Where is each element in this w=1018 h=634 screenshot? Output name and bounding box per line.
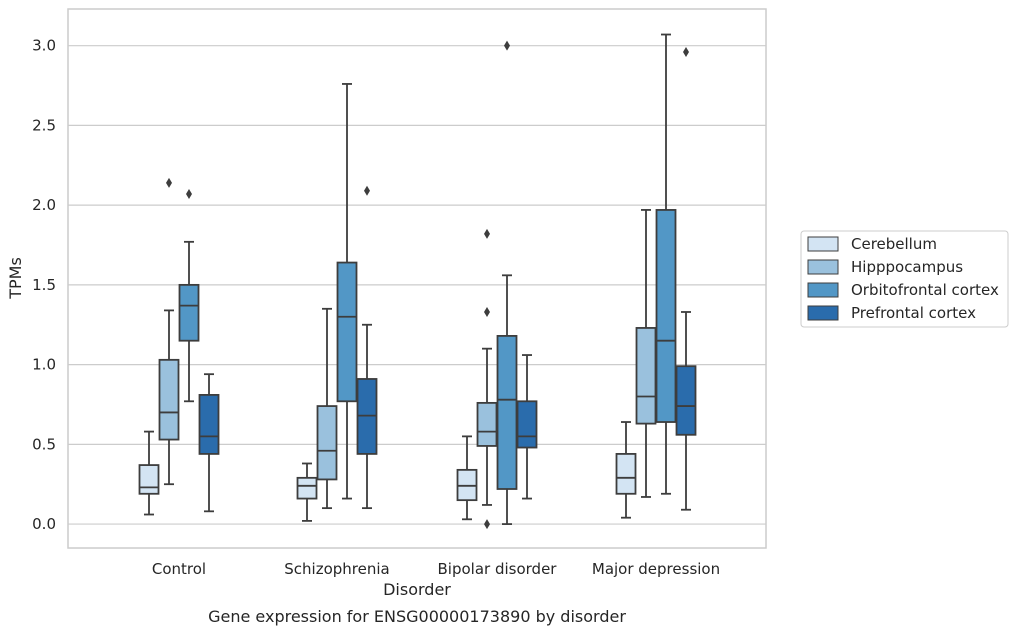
series-cerebellum <box>138 421 637 522</box>
legend-box <box>800 230 1009 328</box>
box-group <box>198 373 220 513</box>
iqr-box <box>296 476 318 500</box>
y-tick-label: 1.5 <box>32 276 56 294</box>
legend-label: Orbitofrontal cortex <box>851 281 999 299</box>
outlier-point <box>504 40 510 51</box>
outlier-point <box>364 185 370 196</box>
box-group <box>356 185 378 510</box>
iqr-box <box>138 464 160 495</box>
iqr-box <box>316 405 338 481</box>
iqr-box <box>615 453 637 495</box>
box-group <box>138 430 160 516</box>
legend-swatch <box>807 282 839 298</box>
legend-entry: Hipppocampus <box>807 258 963 276</box>
legend-entry: Cerebellum <box>807 235 937 253</box>
box-group <box>316 307 338 510</box>
outlier-point <box>166 177 172 188</box>
iqr-box <box>655 209 677 423</box>
legend-entry: Prefrontal cortex <box>807 304 976 322</box>
legend-label: Prefrontal cortex <box>851 304 976 322</box>
x-tick-label: Bipolar disorder <box>438 560 558 578</box>
iqr-box <box>476 401 498 447</box>
box-group <box>675 47 697 511</box>
box-series <box>138 33 697 530</box>
x-tick-label: Major depression <box>592 560 720 578</box>
x-axis-label: Disorder <box>383 580 451 599</box>
y-tick-label: 2.5 <box>32 116 56 134</box>
outlier-point <box>683 47 689 58</box>
iqr-box <box>336 261 358 403</box>
y-tick-labels: 0.0 0.5 1.0 1.5 2.0 2.5 3.0 <box>32 37 56 533</box>
plot-frame <box>67 8 767 549</box>
outlier-point <box>484 519 490 530</box>
y-tick-label: 2.0 <box>32 196 56 214</box>
series-prefrontal-cortex <box>198 47 697 513</box>
chart-caption: Gene expression for ENSG00000173890 by d… <box>208 607 626 626</box>
box-group <box>296 462 318 522</box>
box-group <box>158 177 180 486</box>
legend: Cerebellum Hipppocampus Orbitofrontal cort… <box>800 230 1009 328</box>
box-group <box>496 40 518 525</box>
iqr-box <box>158 358 180 441</box>
legend-label: Cerebellum <box>851 235 937 253</box>
iqr-box <box>675 365 697 436</box>
iqr-box <box>496 335 518 490</box>
y-tick-label: 1.0 <box>32 356 56 374</box>
y-axis-label: TPMs <box>6 257 25 300</box>
x-tick-labels: Control Schizophrenia Bipolar disorder Majo… <box>152 560 720 578</box>
box-group <box>456 435 478 521</box>
outlier-point <box>484 228 490 239</box>
legend-label: Hipppocampus <box>851 258 963 276</box>
iqr-box <box>635 327 657 425</box>
iqr-box <box>178 283 200 342</box>
series-hipppocampus <box>158 177 657 530</box>
y-tick-label: 0.5 <box>32 435 56 453</box>
series-orbitofrontal-cortex <box>178 33 677 525</box>
box-group <box>615 421 637 519</box>
box-group <box>655 33 677 495</box>
x-tick-label: Control <box>152 560 206 578</box>
legend-swatch <box>807 259 839 275</box>
legend-swatch <box>807 305 839 321</box>
outlier-point <box>484 306 490 317</box>
box-group <box>635 209 657 498</box>
y-tick-label: 0.0 <box>32 515 56 533</box>
iqr-box <box>198 394 220 455</box>
iqr-box <box>516 400 538 449</box>
outlier-point <box>186 188 192 199</box>
box-group <box>178 188 200 403</box>
box-group <box>516 354 538 500</box>
box-group <box>476 228 498 530</box>
x-tick-label: Schizophrenia <box>284 560 389 578</box>
legend-swatch <box>807 236 839 252</box>
y-tick-label: 3.0 <box>32 37 56 55</box>
box-group <box>336 83 358 500</box>
legend-entry: Orbitofrontal cortex <box>807 281 999 299</box>
